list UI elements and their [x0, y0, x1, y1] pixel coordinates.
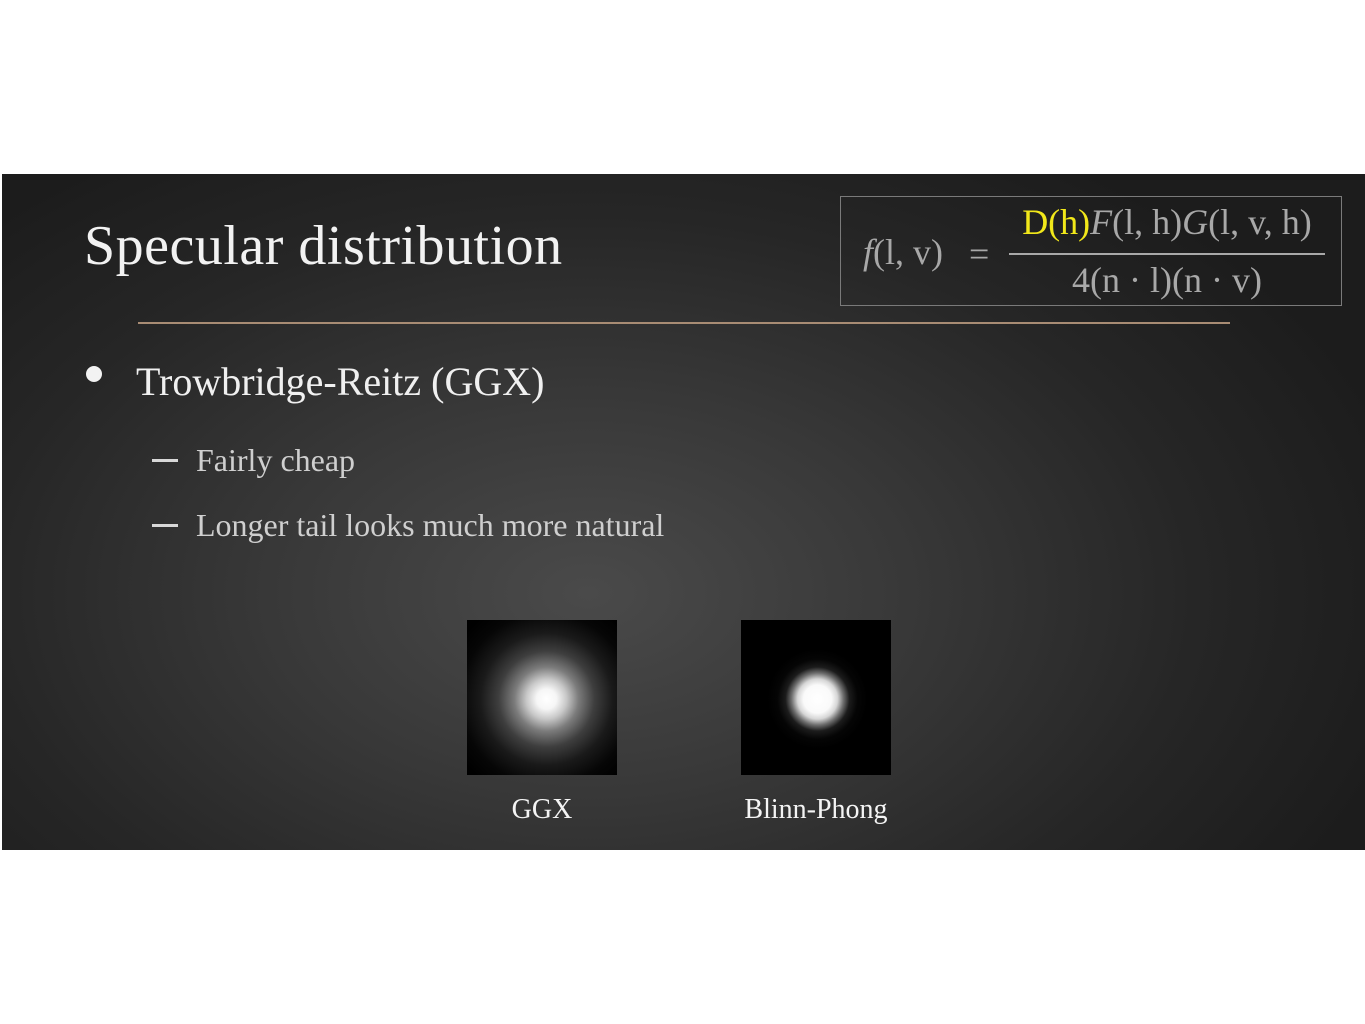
blinn-phong-highlight-image: [741, 620, 891, 775]
formula-f: f: [863, 232, 874, 272]
formula-fresnel-args: (l, h): [1112, 202, 1183, 242]
formula-geometry-args: (l, v, h): [1208, 202, 1312, 242]
brdf-formula: f(l, v) = D(h)F(l, h)G(l, v, h) 4(n · l)…: [840, 196, 1342, 306]
formula-distribution-term: D(h): [1022, 202, 1091, 242]
formula-equals: =: [969, 234, 990, 274]
sub-bullet-text: Fairly cheap: [196, 442, 356, 478]
sub-bullet-dash: [152, 524, 178, 527]
formula-denominator: 4(n · l)(n · v): [1072, 260, 1262, 300]
formula-fresnel-symbol: F: [1090, 202, 1113, 242]
formula-numerator: D(h)F(l, h)G(l, v, h): [1009, 201, 1325, 243]
slide-title: Specular distribution: [84, 215, 563, 277]
ggx-caption: GGX: [511, 794, 573, 825]
bullet-dot: [86, 366, 102, 382]
bullet-text: Trowbridge-Reitz (GGX): [136, 359, 545, 404]
title-divider: [138, 322, 1230, 324]
formula-fraction-bar: [1009, 253, 1325, 255]
sub-bullet-text: Longer tail looks much more natural: [196, 507, 665, 543]
sub-bullet-dash: [152, 459, 178, 462]
blinn-phong-caption: Blinn-Phong: [744, 794, 888, 825]
formula-lhs: f(l, v): [863, 231, 943, 273]
formula-geometry-symbol: G: [1182, 202, 1209, 242]
formula-f-args: (l, v): [873, 232, 943, 272]
ggx-highlight-image: [467, 620, 617, 775]
slide: Specular distribution f(l, v) = D(h)F(l,…: [2, 174, 1365, 850]
